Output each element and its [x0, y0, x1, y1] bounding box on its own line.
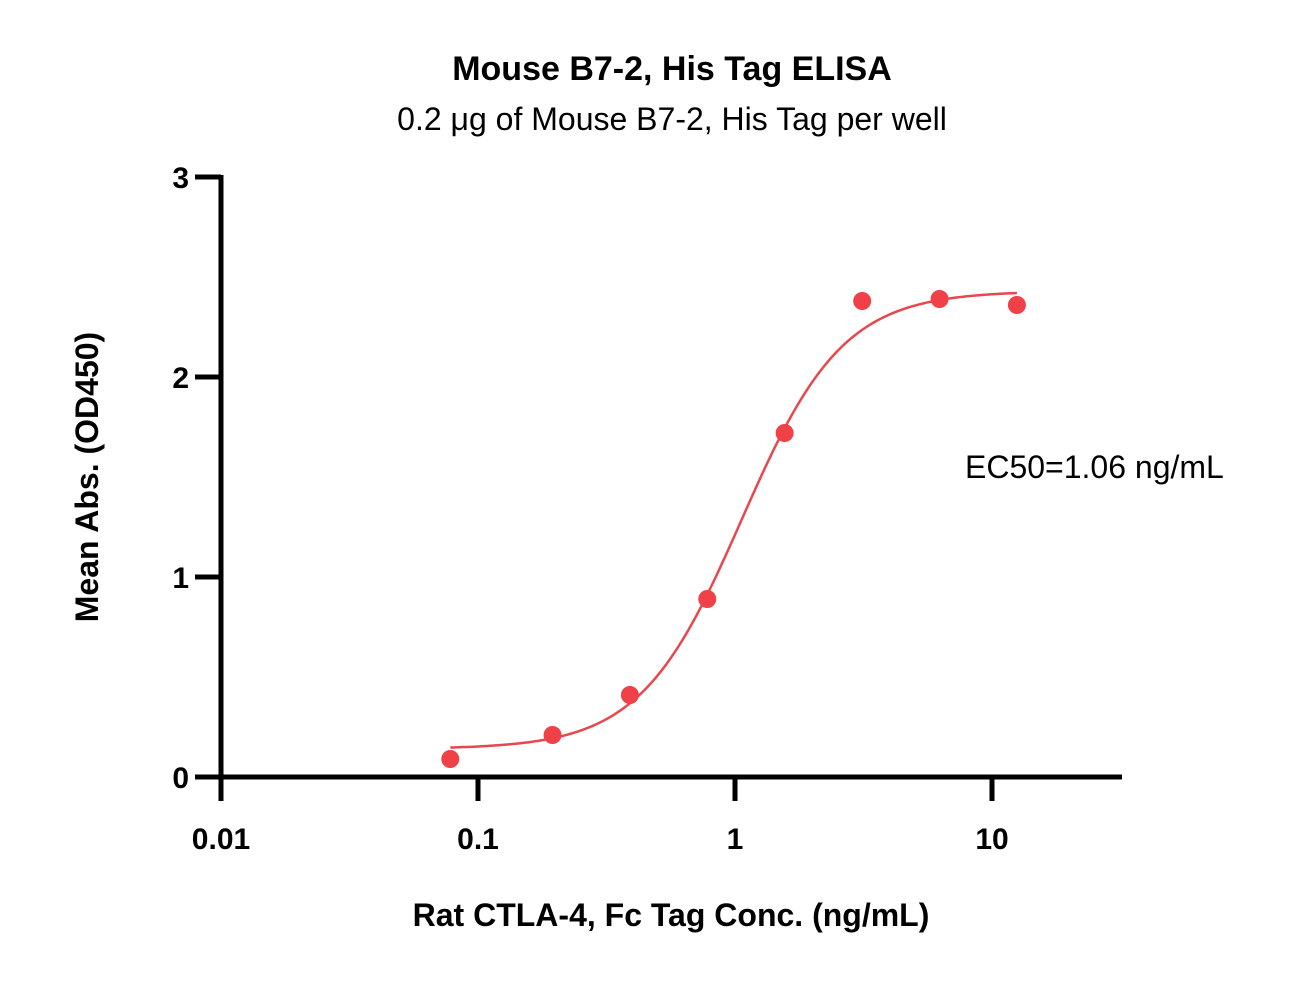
x-tick-label: 1 — [727, 823, 744, 856]
x-axis-label: Rat CTLA-4, Fc Tag Conc. (ng/mL) — [413, 897, 930, 933]
data-point — [853, 292, 872, 310]
ec50-annotation: EC50=1.06 ng/mL — [965, 449, 1224, 485]
x-tick-label: 10 — [975, 823, 1008, 856]
y-axis-label: Mean Abs. (OD450) — [69, 332, 105, 622]
plot-area — [441, 290, 1026, 768]
y-tick-label: 2 — [172, 362, 189, 395]
chart-title: Mouse B7-2, His Tag ELISA — [452, 50, 892, 88]
data-point — [775, 424, 794, 442]
data-point — [543, 726, 562, 744]
x-tick-label: 0.01 — [192, 823, 250, 856]
x-axis-ticks: 0.01 0.1 1 10 — [192, 777, 1009, 856]
y-axis-ticks: 0 1 2 3 — [172, 162, 221, 795]
y-tick-label: 1 — [172, 562, 189, 595]
data-point — [930, 290, 949, 308]
fit-curve — [450, 291, 1017, 749]
data-point — [1007, 296, 1026, 314]
chart-subtitle: 0.2 μg of Mouse B7-2, His Tag per well — [397, 101, 947, 137]
data-point — [698, 590, 717, 608]
y-tick-label: 0 — [172, 762, 189, 795]
data-point — [441, 750, 460, 768]
data-points — [441, 290, 1026, 768]
y-tick-label: 3 — [172, 162, 189, 195]
data-point — [620, 686, 639, 704]
x-tick-label: 0.1 — [457, 823, 499, 856]
